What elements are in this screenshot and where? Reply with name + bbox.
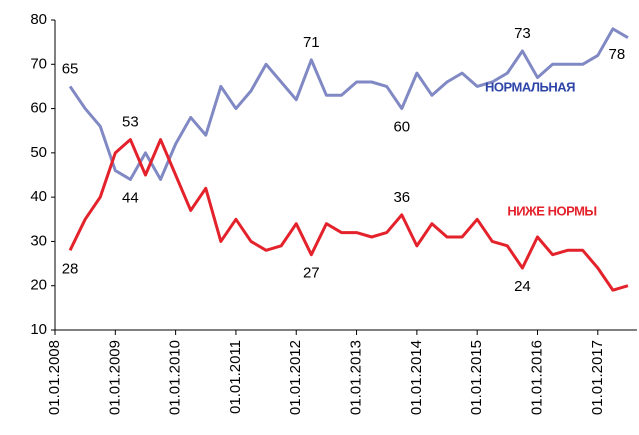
- y-tick-label: 10: [30, 321, 47, 338]
- series-line: [68, 27, 629, 181]
- y-tick-label: 40: [30, 188, 47, 205]
- y-tick-label: 70: [30, 55, 47, 72]
- x-tick-label: 01.01.2013: [348, 340, 365, 415]
- x-tick-label: 01.01.2012: [287, 340, 304, 415]
- x-tick-label: 01.01.2017: [589, 340, 606, 415]
- x-tick-label: 01.01.2015: [468, 340, 485, 415]
- data-label: 73: [514, 25, 531, 42]
- x-tick-label: 01.01.2010: [167, 340, 184, 415]
- data-label: 24: [514, 278, 531, 295]
- y-tick-label: 80: [30, 11, 47, 28]
- x-tick-label: 01.01.2008: [46, 340, 63, 415]
- x-tick-label: 01.01.2016: [528, 340, 545, 415]
- data-label: 78: [609, 46, 626, 63]
- series-label: НИЖЕ НОРМЫ: [507, 203, 596, 218]
- data-label: 71: [303, 34, 320, 51]
- y-tick-label: 20: [30, 277, 47, 294]
- y-tick-label: 50: [30, 144, 47, 161]
- series-label: НОРМАЛЬНАЯ: [485, 79, 575, 94]
- y-tick-label: 30: [30, 232, 47, 249]
- data-label: 36: [393, 189, 410, 206]
- data-label: 53: [122, 114, 139, 131]
- data-label: 27: [303, 265, 320, 282]
- y-tick-label: 60: [30, 100, 47, 117]
- x-tick-label: 01.01.2014: [408, 340, 425, 415]
- data-label: 60: [393, 119, 410, 136]
- x-tick-label: 01.01.2011: [227, 340, 244, 414]
- x-tick-label: 01.01.2009: [106, 340, 123, 415]
- data-label: 65: [62, 60, 79, 77]
- series-line: [68, 138, 629, 292]
- data-label: 44: [122, 189, 139, 206]
- data-label: 28: [62, 260, 79, 277]
